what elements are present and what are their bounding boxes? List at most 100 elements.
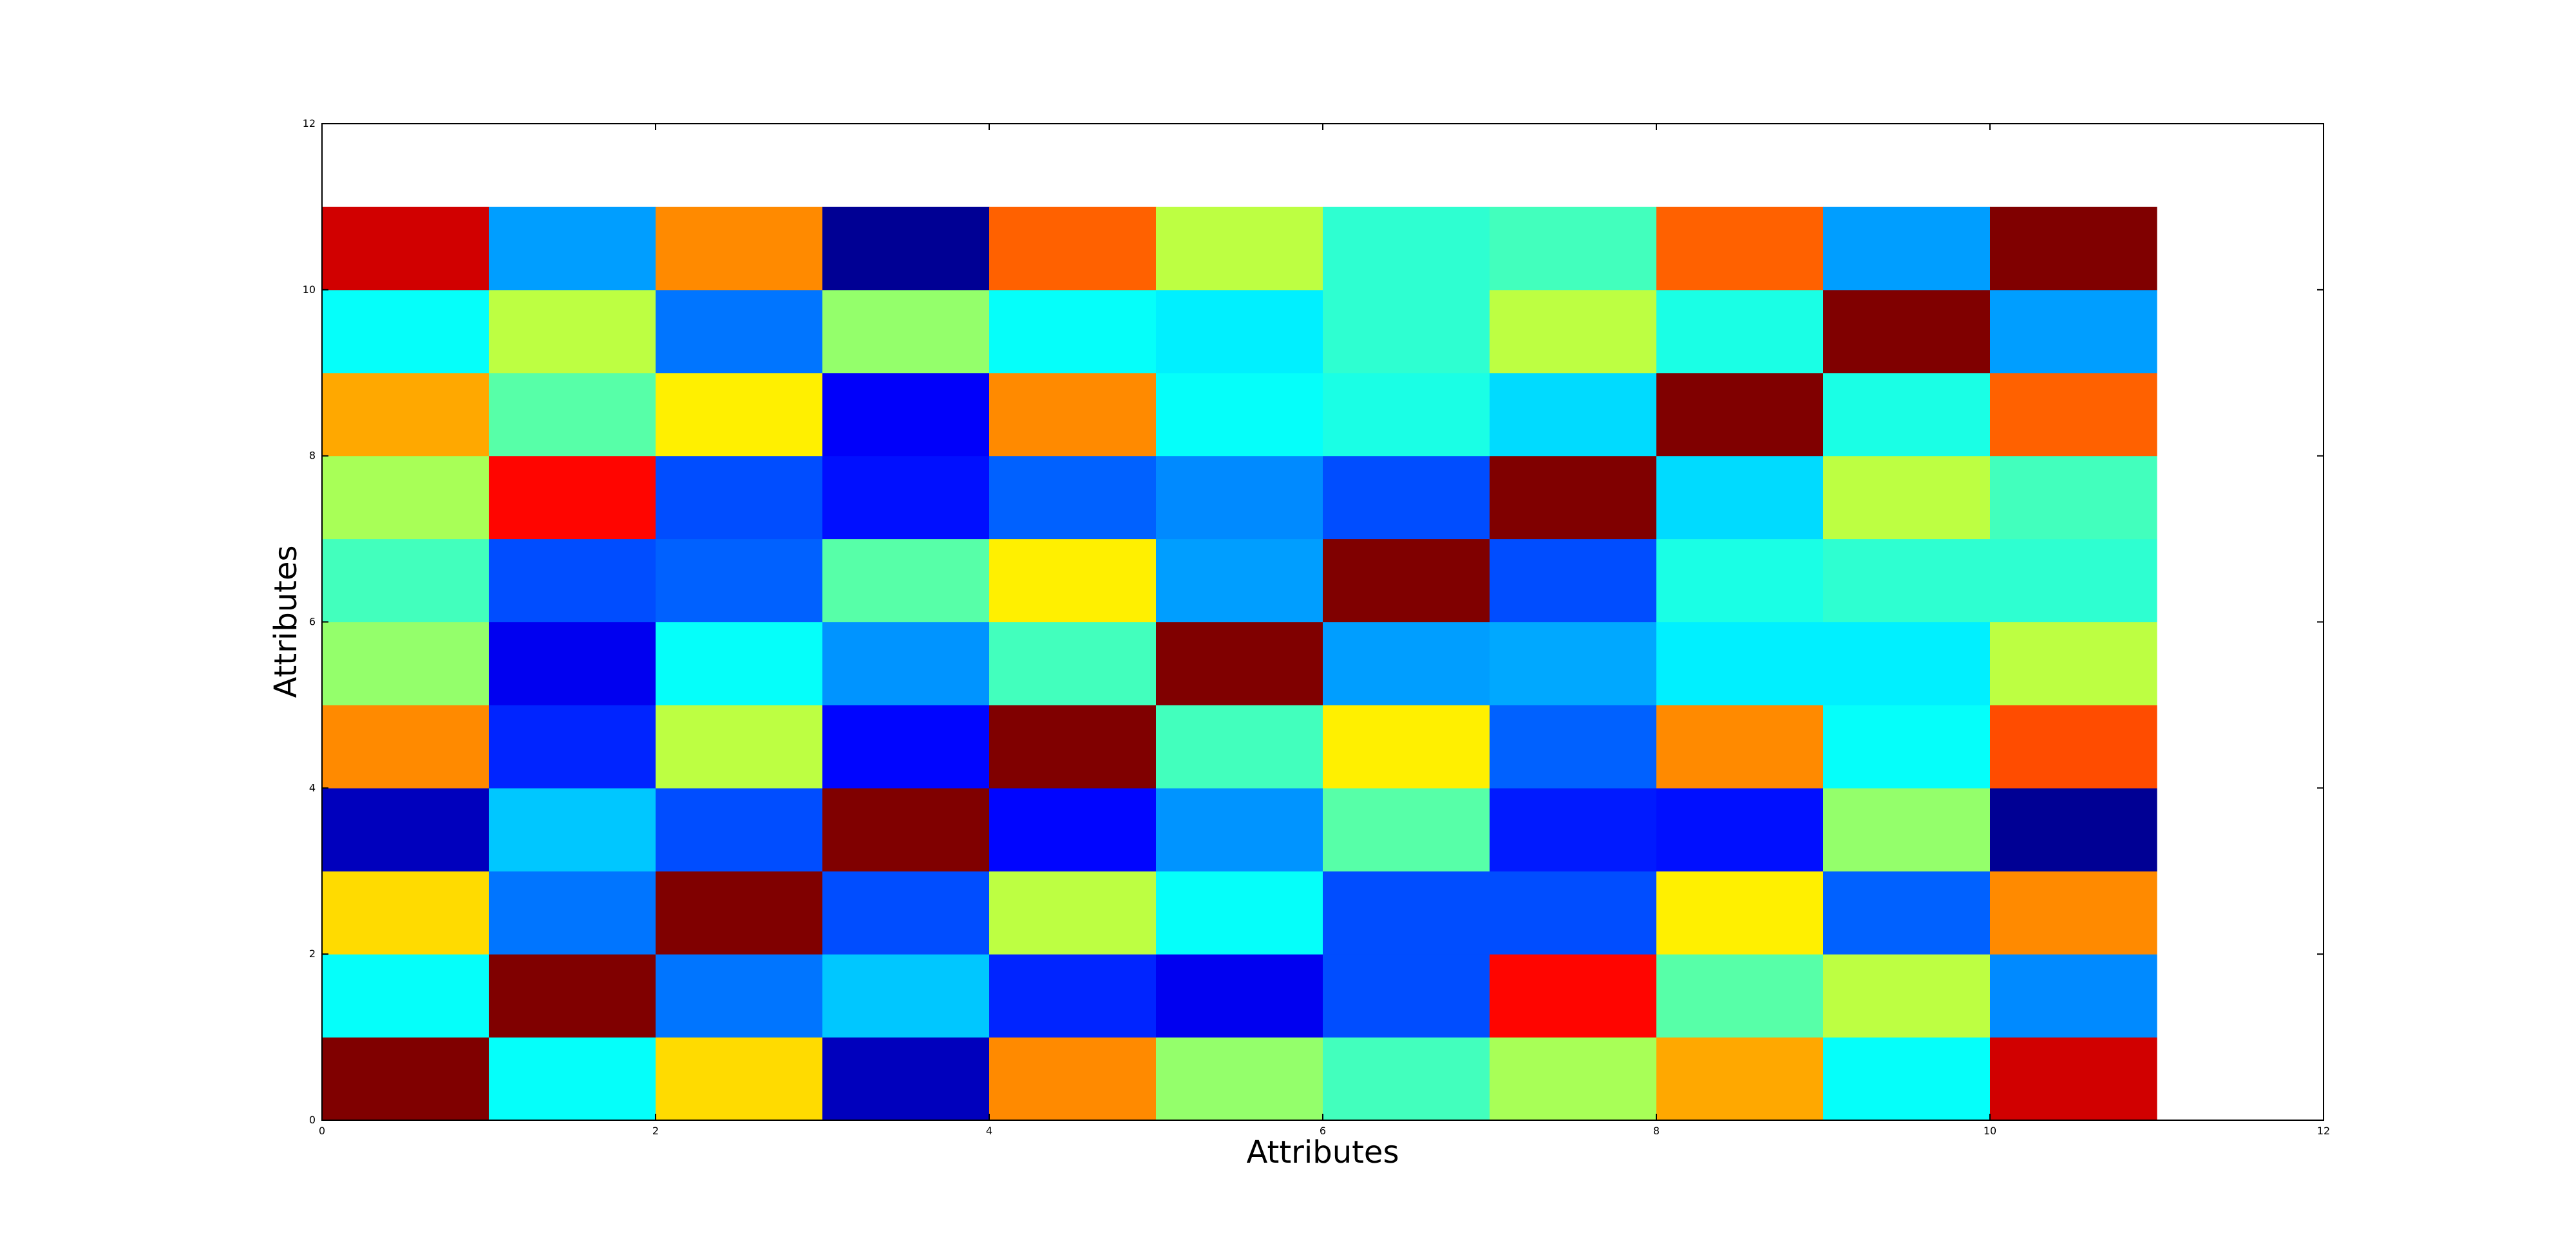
axis-ticks: 0 2 4 6 8 10 12 0 2 4 6 8 10 12 — [303, 117, 2331, 1137]
heatmap-cell — [1156, 539, 1323, 622]
heatmap-cell — [656, 539, 823, 622]
heatmap-cell — [1990, 622, 2157, 705]
heatmap-cell — [322, 954, 489, 1038]
heatmap-cell — [1490, 871, 1657, 955]
heatmap-cell — [1490, 455, 1657, 540]
heatmap-cell — [1990, 289, 2157, 374]
x-tick-label: 12 — [2317, 1125, 2330, 1137]
heatmap-cell — [322, 455, 489, 540]
heatmap-cell — [1490, 622, 1657, 705]
heatmap-cell — [656, 372, 823, 457]
heatmap-cell — [656, 1037, 823, 1121]
heatmap-cell — [656, 455, 823, 540]
heatmap-cell — [1656, 788, 1824, 872]
heatmap-cell — [489, 539, 656, 622]
heatmap-cell — [1990, 954, 2157, 1038]
heatmap-cell — [1490, 206, 1657, 291]
heatmap-cell — [1323, 954, 1490, 1038]
heatmap-cell — [1990, 455, 2157, 540]
heatmap-cell — [1823, 372, 1991, 457]
heatmap-cell — [656, 289, 823, 374]
heatmap-cell — [1156, 622, 1323, 705]
heatmap-cell — [1156, 788, 1323, 872]
heatmap-cell — [822, 705, 990, 788]
heatmap-cell — [989, 455, 1157, 540]
heatmap-cell — [989, 871, 1157, 955]
heatmap-cell — [1656, 206, 1824, 291]
heatmap-cell — [1990, 705, 2157, 788]
heatmap-cell — [489, 788, 656, 872]
heatmap-cell — [822, 622, 990, 705]
y-axis-label: Attributes — [268, 546, 304, 698]
heatmap-cell — [1156, 372, 1323, 457]
y-tick-label: 12 — [303, 117, 316, 129]
heatmap-cell — [989, 954, 1157, 1038]
heatmap-cell — [322, 705, 489, 788]
heatmap-cell — [656, 206, 823, 291]
heatmap-cell — [656, 705, 823, 788]
heatmap-cell — [1990, 1037, 2157, 1121]
heatmap-cell — [822, 206, 990, 291]
heatmap-cell — [1490, 954, 1657, 1038]
x-axis-label: Attributes — [1247, 1134, 1399, 1170]
heatmap-cell — [1156, 289, 1323, 374]
heatmap-cell — [322, 1037, 489, 1121]
heatmap-cell — [989, 622, 1157, 705]
heatmap-cell — [1156, 705, 1323, 788]
heatmap-cell — [1823, 206, 1991, 291]
y-tick-label: 4 — [309, 781, 316, 794]
heatmap-cell — [1823, 289, 1991, 374]
heatmap-cell — [1323, 622, 1490, 705]
heatmap-cell — [1490, 1037, 1657, 1121]
heatmap-cell — [1156, 206, 1323, 291]
heatmap-cell — [1656, 622, 1824, 705]
x-tick-label: 2 — [652, 1125, 659, 1137]
heatmap-cell — [489, 289, 656, 374]
heatmap-cell — [322, 372, 489, 457]
heatmap-cell — [1823, 455, 1991, 540]
y-tick-label: 2 — [309, 948, 316, 960]
heatmap-cell — [1656, 455, 1824, 540]
heatmap-cell — [489, 1037, 656, 1121]
heatmap-cell — [1990, 206, 2157, 291]
heatmap-cell — [489, 705, 656, 788]
heatmap-cell — [322, 788, 489, 872]
heatmap-cell — [322, 622, 489, 705]
heatmap-cell — [1656, 954, 1824, 1038]
heatmap-cell — [1990, 372, 2157, 457]
heatmap-cell — [322, 539, 489, 622]
heatmap-cell — [822, 788, 990, 872]
heatmap-cell — [1490, 289, 1657, 374]
heatmap-cell — [1656, 539, 1824, 622]
y-tick-label: 0 — [309, 1114, 316, 1126]
heatmap-cell — [1990, 539, 2157, 622]
heatmap-cell — [1656, 289, 1824, 374]
heatmap-cell — [989, 705, 1157, 788]
heatmap-cell — [489, 871, 656, 955]
heatmap-cell — [989, 1037, 1157, 1121]
heatmap-cell — [1323, 788, 1490, 872]
heatmap-cell — [1156, 455, 1323, 540]
heatmap-cell — [322, 206, 489, 291]
heatmap-cell — [822, 954, 990, 1038]
heatmap-cell — [1656, 871, 1824, 955]
heatmap-cell — [822, 455, 990, 540]
heatmap-cell — [1490, 705, 1657, 788]
heatmap-cell — [1990, 871, 2157, 955]
heatmap-cell — [1490, 372, 1657, 457]
heatmap-cell — [1323, 372, 1490, 457]
heatmap-cell — [1823, 705, 1991, 788]
heatmap-cell — [1823, 788, 1991, 872]
heatmap-cell — [989, 206, 1157, 291]
x-tick-label: 10 — [1984, 1125, 1996, 1137]
x-tick-label: 4 — [986, 1125, 992, 1137]
heatmap-cell — [489, 372, 656, 457]
heatmap-cell — [656, 622, 823, 705]
heatmap-cell — [1323, 705, 1490, 788]
heatmap-cell — [1823, 539, 1991, 622]
heatmap-cell — [656, 871, 823, 955]
heatmap-cell — [1823, 871, 1991, 955]
heatmap-cells — [322, 206, 2157, 1121]
x-tick-label: 6 — [1320, 1125, 1326, 1137]
